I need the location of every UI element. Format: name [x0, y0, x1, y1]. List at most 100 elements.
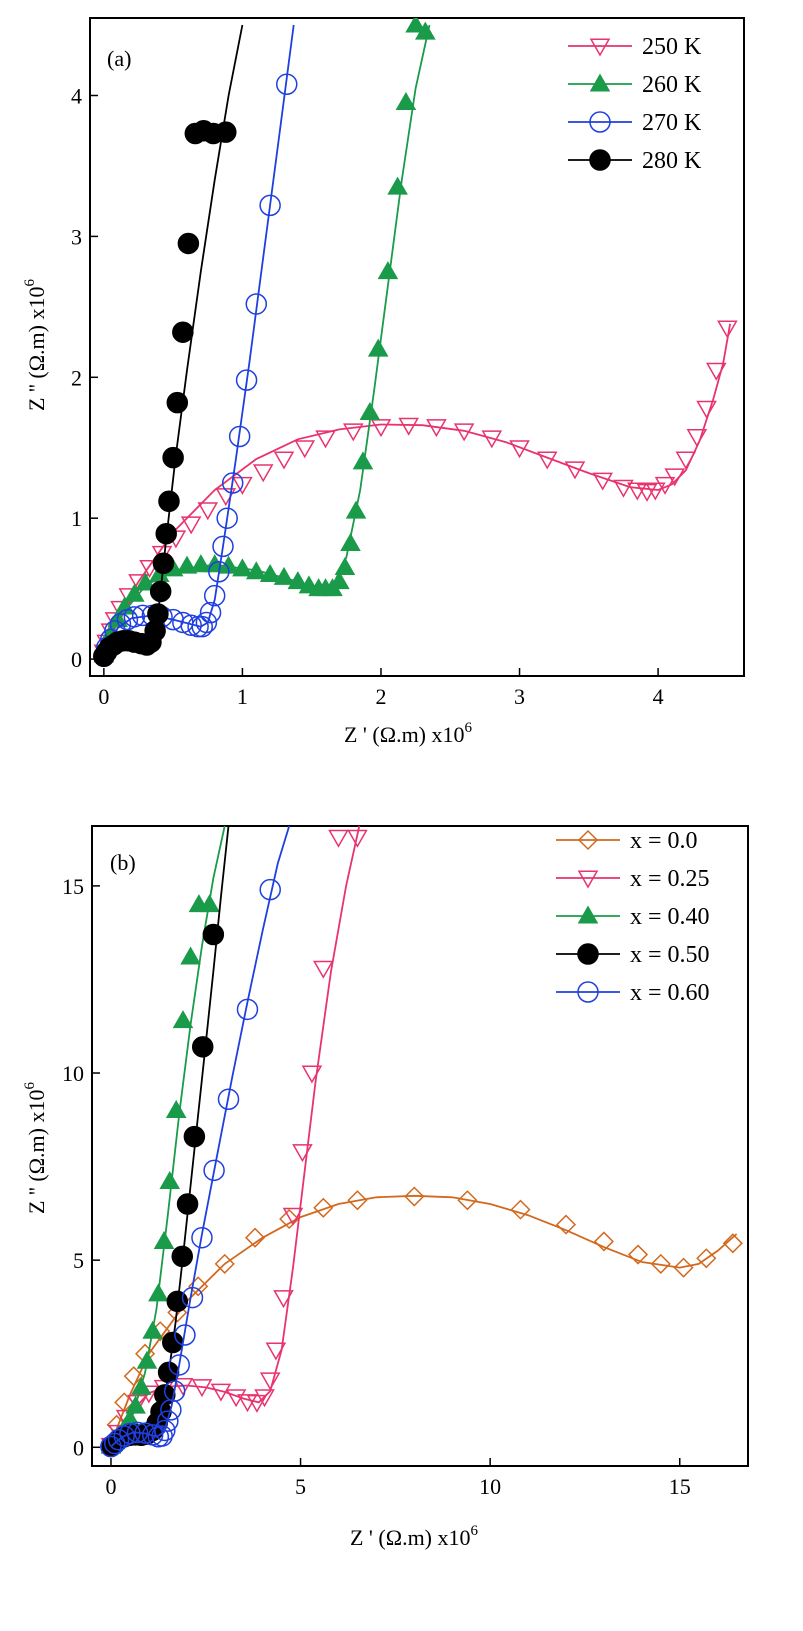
panel-b-series-4-point-11: [157, 1410, 179, 1432]
panel-a-plot-area: [93, 18, 738, 668]
panel-b-series-4-point-18: [203, 1159, 225, 1182]
panel-a-y-tick-label-1: 1: [71, 506, 82, 531]
panel-a-x-tick-label-3: 3: [514, 684, 525, 709]
panel-a-series-0-point-10: [180, 516, 202, 535]
panel-a-series-0-point-13: [232, 476, 253, 495]
panel-b-y-tick-label-2: 10: [62, 1061, 84, 1086]
panel-a-x-axis-title-exponent: 6: [465, 720, 473, 736]
panel-b-legend-marker-4-point-0: [577, 981, 599, 1003]
panel-a-series-3-point-15: [155, 522, 177, 545]
panel-a-series-2-point-19: [212, 535, 234, 558]
panel-b-series-1-point-19: [313, 960, 334, 979]
panel-b-series-3-point-13: [162, 1331, 184, 1354]
panel-a-series-1-point-5: [124, 583, 145, 602]
panel-a-series-2-point-22: [228, 425, 251, 448]
panel-b-series-1-point-16: [282, 1207, 304, 1226]
panel-a-legend-marker-2-point-0: [589, 111, 611, 133]
panel-b-series-1-point-13: [259, 1372, 281, 1391]
panel-a-y-axis-title-exponent: 6: [22, 279, 38, 287]
panel-b-legend-label-4: x = 0.60: [630, 980, 710, 1006]
panel-b-series-0-fit-line: [110, 1194, 738, 1444]
panel-b-series-0-point-20: [673, 1257, 694, 1278]
panel-a-series-3-point-17: [162, 446, 184, 469]
panel-a-series-1-point-29: [377, 261, 399, 280]
panel-b-series-4-point-14: [168, 1354, 190, 1376]
panel-b-series-1-point-11: [246, 1394, 268, 1413]
panel-b-series-3-point-14: [166, 1290, 189, 1313]
panel-b-legend-marker-2-point-0: [577, 905, 599, 924]
panel-a-series-0-point-22: [453, 423, 475, 442]
panel-a-series-3-point-20: [177, 232, 200, 255]
panel-b-series-2-point-14: [180, 946, 201, 965]
panel-b-series-2-point-6: [131, 1376, 152, 1395]
panel-b-chart: 0 5 10 15 0 5 10 15 Z ' (Ω.m) x106 Z '' (Ω.m) x10…: [22, 825, 749, 1550]
panel-b-series-4-point-20: [236, 998, 259, 1021]
panel-b-series-4-point-10: [154, 1419, 176, 1442]
panel-b-legend-marker-3-point-0: [577, 943, 599, 965]
panel-a-series-0-point-14: [252, 464, 274, 483]
panel-b-y-tick-label-3: 15: [62, 874, 84, 899]
panel-a-y-tick-label-4: 4: [71, 83, 82, 108]
panel-a-series-0-point-18: [342, 423, 364, 442]
panel-a-legend: 250 K 260 K 270 K 280 K: [568, 34, 702, 174]
panel-a-series-1-point-30: [387, 176, 408, 195]
panel-a-series-1-point-10: [190, 554, 212, 573]
panel-a-series-3: [93, 24, 244, 668]
panel-b-series-4-point-5: [126, 1421, 149, 1444]
panel-b-series-3-point-18: [191, 1036, 214, 1058]
panel-b-series-0-point-18: [627, 1244, 649, 1265]
panel-a-legend-marker-0-point-0: [589, 38, 611, 57]
panel-b-x-tick-label-1: 5: [295, 1474, 306, 1499]
panel-a-y-tick-label-0: 0: [71, 647, 82, 672]
panel-a-series-0-point-15: [273, 451, 295, 470]
panel-a-series-2-point-12: [180, 614, 202, 637]
panel-a-series-1-point-27: [359, 402, 381, 421]
panel-a-series-0-point-20: [398, 417, 419, 436]
panel-b-series-0-point-13: [404, 1186, 425, 1207]
panel-b-series-3-point-15: [171, 1245, 193, 1268]
panel-a-series-1-point-16: [273, 566, 295, 585]
panel-b-series-4-point-4: [119, 1422, 141, 1445]
panel-a-series-2-point-18: [208, 560, 230, 583]
panel-b-legend-label-0: x = 0.0: [630, 828, 698, 854]
panel-a-x-tick-label-2: 2: [375, 684, 386, 709]
panel-b-series-2-point-7: [136, 1350, 158, 1369]
panel-a-series-3-point-13: [149, 580, 172, 603]
panel-a-legend-label-0: 250 K: [642, 34, 702, 60]
panel-b-legend-label-3: x = 0.50: [630, 942, 710, 968]
panel-b-series-3-point-16: [176, 1193, 199, 1215]
panel-a-series-2-point-21: [221, 472, 244, 494]
panel-b-x-tick-label-2: 10: [479, 1474, 501, 1499]
panel-b-series-1-point-15: [273, 1290, 294, 1309]
panel-b-series-1-point-6: [172, 1378, 194, 1397]
panel-a-series-0-point-26: [564, 461, 586, 480]
panel-b-x-axis-title: Z ' (Ω.m) x106: [350, 1523, 479, 1550]
panel-a-series-3-point-18: [166, 391, 189, 414]
panel-b-series-0-point-8: [214, 1253, 235, 1274]
panel-b-series-1-point-8: [210, 1383, 232, 1402]
panel-b-series-3-point-19: [202, 923, 225, 946]
panel-b-series-0-point-11: [313, 1197, 334, 1218]
panel-b-x-tick-label-0: 0: [105, 1474, 116, 1499]
panel-a-legend-label-3: 280 K: [642, 148, 702, 174]
panel-b-series-1-point-20: [328, 829, 349, 848]
panel-a-legend-marker-1-point-0: [589, 73, 611, 92]
panel-a-series-3-point-14: [152, 552, 175, 575]
panel-b-series-4-point-2: [107, 1429, 130, 1451]
panel-a-series-2-point-6: [123, 606, 146, 628]
panel-b-y-axis-title: Z '' (Ω.m) x106: [22, 1082, 49, 1214]
panel-a-series-0-point-7: [139, 560, 160, 579]
panel-a-y-axis-title-group: Z '' (Ω.m) x106: [22, 279, 49, 411]
panel-a-series-0-point-38: [717, 320, 738, 339]
panel-a-series-0-point-32: [654, 476, 676, 495]
panel-a-x-axis-title: Z ' (Ω.m) x106: [344, 720, 473, 747]
panel-a-series-0-point-11: [197, 502, 219, 521]
panel-b-legend-marker-1-point-0: [577, 870, 599, 889]
panel-a-series-1: [93, 18, 436, 663]
panel-b-series-1-point-17: [292, 1144, 313, 1163]
panel-a-series-0-point-31: [645, 482, 666, 501]
panel-a-series-0-point-34: [675, 451, 697, 470]
panel-b-series-4-point-17: [191, 1226, 213, 1249]
